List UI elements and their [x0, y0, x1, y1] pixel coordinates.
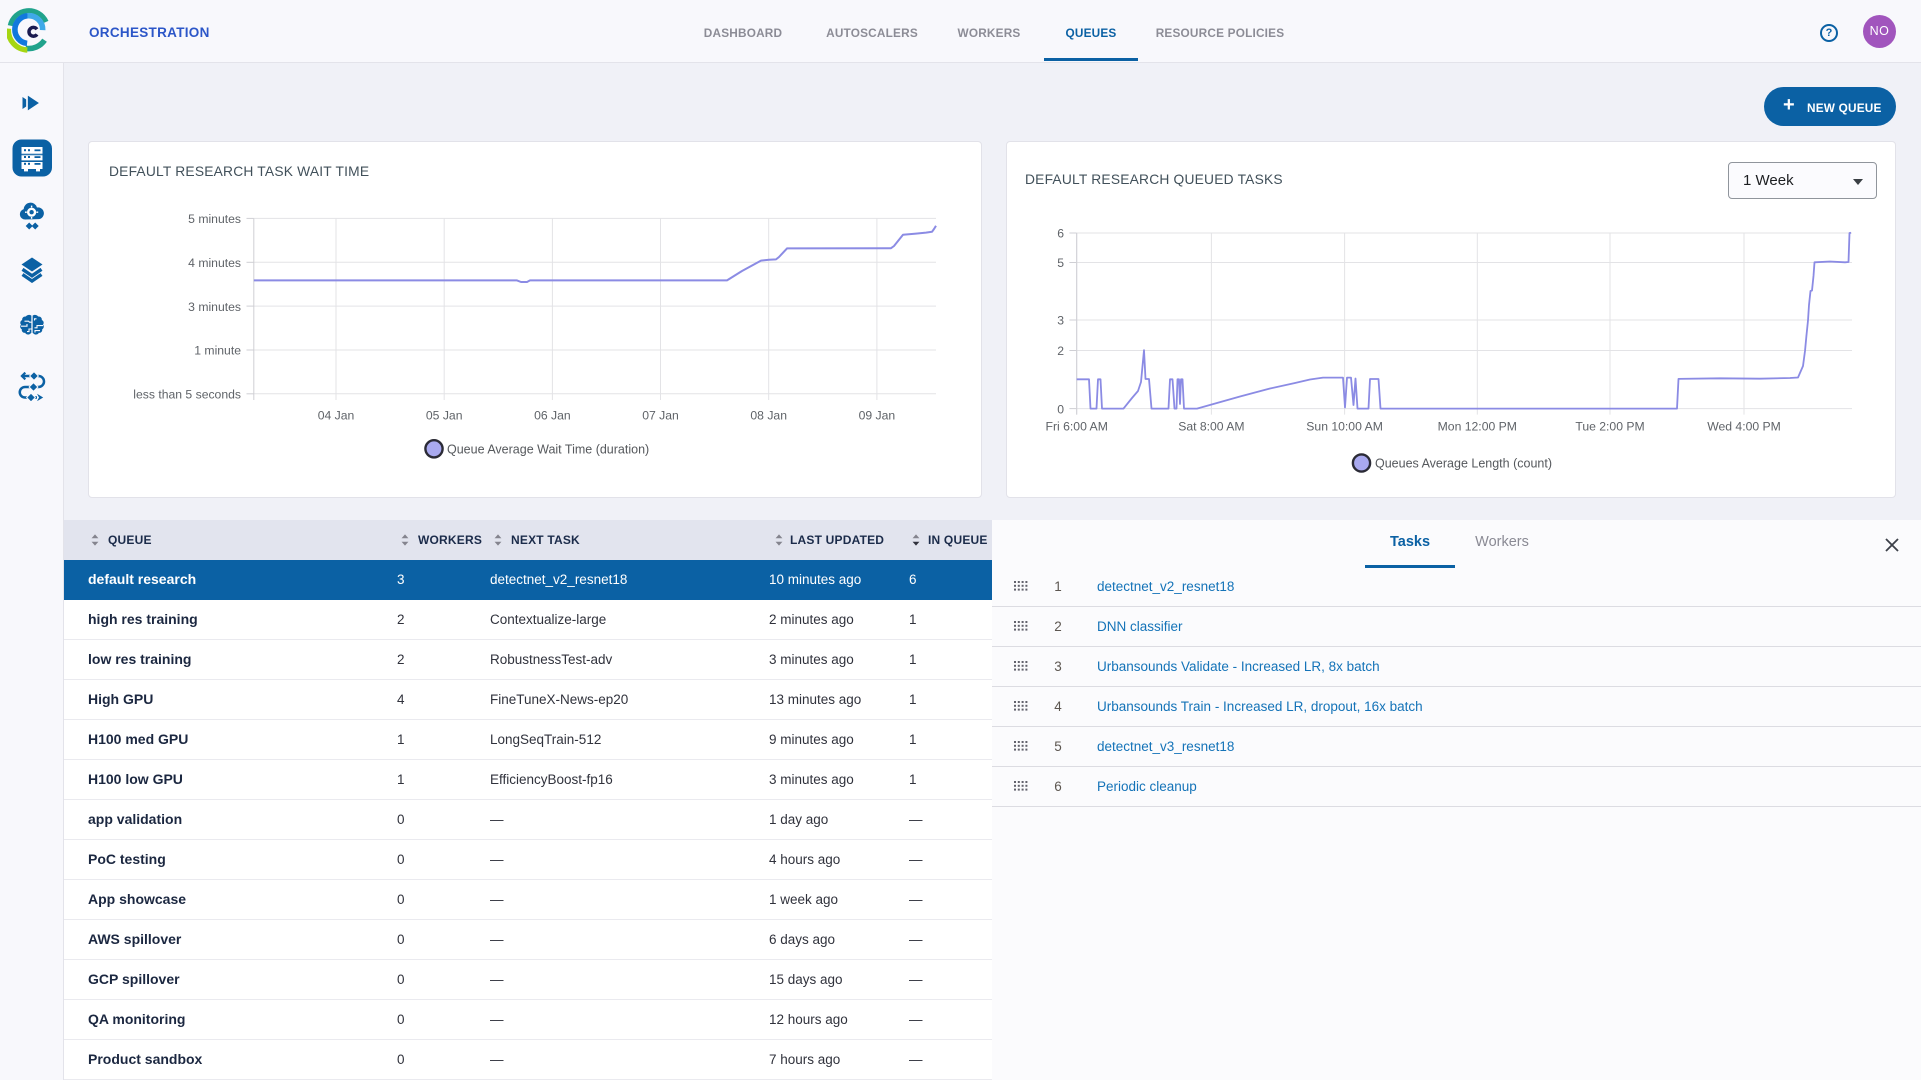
svg-text:Sat 8:00 AM: Sat 8:00 AM — [1178, 420, 1244, 434]
svg-text:5: 5 — [1057, 256, 1064, 270]
svg-text:Mon 12:00 PM: Mon 12:00 PM — [1438, 420, 1517, 434]
svg-text:5 minutes: 5 minutes — [188, 212, 241, 226]
svg-text:Sun 10:00 AM: Sun 10:00 AM — [1306, 420, 1383, 434]
svg-text:06 Jan: 06 Jan — [534, 409, 571, 423]
svg-text:07 Jan: 07 Jan — [642, 409, 679, 423]
svg-text:1 minute: 1 minute — [194, 344, 241, 358]
svg-text:3 minutes: 3 minutes — [188, 300, 241, 314]
svg-text:3: 3 — [1057, 314, 1064, 328]
svg-text:09 Jan: 09 Jan — [859, 409, 896, 423]
svg-text:Fri 6:00 AM: Fri 6:00 AM — [1046, 420, 1108, 434]
svg-text:Queue Average Wait Time (durat: Queue Average Wait Time (duration) — [447, 442, 649, 456]
svg-text:2: 2 — [1057, 344, 1064, 358]
svg-text:Wed 4:00 PM: Wed 4:00 PM — [1707, 420, 1781, 434]
svg-text:less than 5 seconds: less than 5 seconds — [133, 388, 241, 402]
svg-text:4 minutes: 4 minutes — [188, 256, 241, 270]
svg-text:Queues Average Length (count): Queues Average Length (count) — [1375, 457, 1552, 471]
svg-text:Tue 2:00 PM: Tue 2:00 PM — [1575, 420, 1644, 434]
svg-text:05 Jan: 05 Jan — [426, 409, 463, 423]
svg-text:6: 6 — [1057, 227, 1064, 241]
svg-text:04 Jan: 04 Jan — [318, 409, 355, 423]
svg-text:0: 0 — [1057, 402, 1064, 416]
svg-text:08 Jan: 08 Jan — [750, 409, 787, 423]
